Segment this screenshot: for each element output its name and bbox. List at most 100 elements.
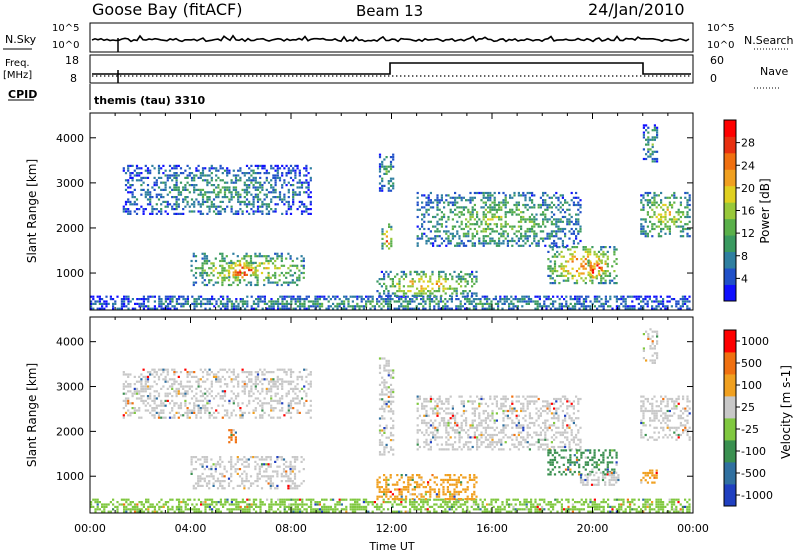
power-cell-11 xyxy=(647,148,650,151)
power-cell-10 xyxy=(664,203,667,207)
power-cell-1 xyxy=(171,167,174,170)
vel-cell-0 xyxy=(149,503,152,506)
power-cell-7 xyxy=(491,237,494,240)
power-cell-11 xyxy=(656,126,659,129)
power-cell-1 xyxy=(173,208,176,211)
power-cell-4 xyxy=(400,290,403,293)
colorbar-tick-label: 20 xyxy=(741,182,755,195)
power-cell-0 xyxy=(162,302,165,305)
power-cell-7 xyxy=(491,194,494,197)
power-cell-0 xyxy=(670,305,673,308)
vel-cell-0 xyxy=(668,501,671,504)
power-cell-7 xyxy=(489,237,492,240)
power-cell-7 xyxy=(533,225,536,228)
power-cell-7 xyxy=(473,223,476,226)
power-cell-1 xyxy=(201,174,205,177)
power-cell-0 xyxy=(288,302,291,305)
vel-cell-0 xyxy=(301,503,304,506)
vel-cell-0 xyxy=(316,508,319,511)
power-cell-0 xyxy=(105,302,108,305)
power-cell-1 xyxy=(179,212,183,215)
power-cell-0 xyxy=(503,300,506,303)
power-cell-7 xyxy=(531,218,534,221)
power-cell-8 xyxy=(567,279,570,282)
power-cell-3 xyxy=(245,266,248,269)
power-cell-0 xyxy=(316,300,319,303)
power-cell-1 xyxy=(307,186,310,189)
power-cell-3 xyxy=(248,261,251,264)
power-cell-0 xyxy=(602,302,605,305)
power-cell-2 xyxy=(271,281,275,284)
power-cell-2 xyxy=(280,257,283,260)
power-cell-0 xyxy=(283,307,286,310)
power-cell-0 xyxy=(536,295,539,298)
vel-cell-1 xyxy=(182,385,185,388)
power-cell-8 xyxy=(567,260,570,263)
power-cell-7 xyxy=(528,191,531,195)
vel-cell-0 xyxy=(686,508,689,511)
power-cell-0 xyxy=(228,300,231,303)
power-cell-6 xyxy=(378,182,382,185)
power-cell-7 xyxy=(489,223,492,226)
power-cell-2 xyxy=(254,283,257,287)
vel-cell-0 xyxy=(158,508,161,511)
power-cell-7 xyxy=(482,242,485,245)
vel-cell-1 xyxy=(171,416,174,419)
power-cell-0 xyxy=(426,298,429,301)
power-cell-7 xyxy=(566,223,569,226)
power-cell-1 xyxy=(153,188,156,191)
power-cell-2 xyxy=(219,252,222,255)
power-cell-7 xyxy=(432,215,435,219)
vel-cell-1 xyxy=(144,399,147,402)
power-cell-0 xyxy=(325,298,328,301)
vel-cell-1 xyxy=(204,387,207,390)
power-cell-0 xyxy=(369,295,372,298)
power-cell-1 xyxy=(296,181,299,184)
power-cell-7 xyxy=(550,242,553,245)
vel-cell-0 xyxy=(180,501,183,504)
power-cell-0 xyxy=(356,305,359,308)
vel-cell-0 xyxy=(178,503,181,506)
power-cell-0 xyxy=(587,295,590,298)
power-cell-11 xyxy=(653,150,656,153)
vel-cell-1 xyxy=(243,371,246,374)
power-cell-4 xyxy=(438,270,441,273)
power-cell-2 xyxy=(214,267,217,270)
power-cell-4 xyxy=(473,292,476,295)
power-cell-7 xyxy=(489,211,492,214)
power-cell-3 xyxy=(245,261,248,264)
power-cell-1 xyxy=(307,212,310,215)
power-cell-0 xyxy=(314,302,317,305)
vel-cell-0 xyxy=(369,501,372,504)
vel-cell-0 xyxy=(589,498,592,501)
vel-cell-1 xyxy=(234,395,238,398)
power-cell-0 xyxy=(145,298,148,301)
power-cell-2 xyxy=(234,279,237,282)
power-cell-1 xyxy=(215,169,218,172)
vel-cell-0 xyxy=(646,505,649,508)
power-cell-0 xyxy=(398,300,401,303)
vel-cell-0 xyxy=(435,498,438,501)
power-cell-0 xyxy=(534,300,537,303)
power-cell-0 xyxy=(347,302,350,305)
vel-cell-0 xyxy=(475,503,478,506)
power-cell-4 xyxy=(442,285,445,288)
power-cell-7 xyxy=(520,237,523,240)
power-cell-1 xyxy=(298,179,301,182)
power-cell-4 xyxy=(427,280,430,283)
power-cell-1 xyxy=(289,169,293,172)
vel-cell-0 xyxy=(560,498,563,501)
vel-cell-0 xyxy=(626,505,629,508)
power-cell-1 xyxy=(157,186,161,189)
power-cell-0 xyxy=(593,295,596,298)
power-cell-0 xyxy=(657,302,660,305)
power-cell-0 xyxy=(219,307,222,310)
power-cell-0 xyxy=(644,298,647,301)
power-cell-0 xyxy=(497,302,500,305)
power-cell-7 xyxy=(528,227,531,231)
power-cell-11 xyxy=(653,138,656,141)
power-cell-7 xyxy=(423,227,426,231)
power-cell-0 xyxy=(120,305,123,308)
power-cell-1 xyxy=(217,176,220,179)
vel-cell-1 xyxy=(122,399,125,402)
